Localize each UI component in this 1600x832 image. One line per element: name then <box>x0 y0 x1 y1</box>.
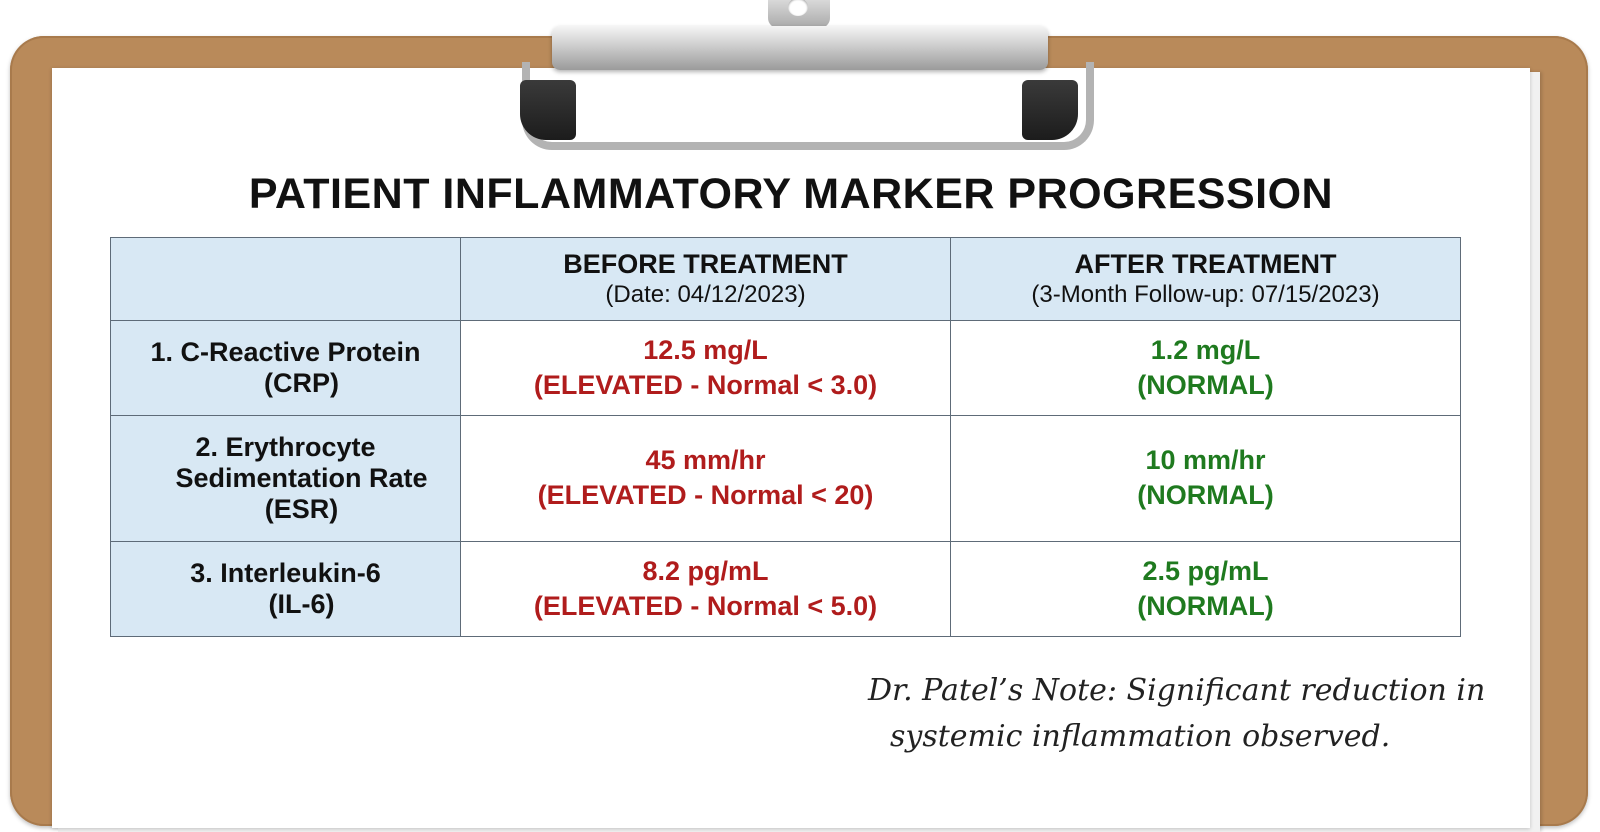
before-value: 8.2 pg/mL <box>642 555 769 586</box>
page-title: PATIENT INFLAMMATORY MARKER PROGRESSION <box>248 170 1334 218</box>
after-status: (NORMAL) <box>1137 590 1274 621</box>
doctor-note-line-1: Dr. Patel’s Note: Significant reduction … <box>868 673 1486 708</box>
doctor-note-line-2: systemic inflammation observed. <box>890 719 1391 754</box>
before-value: 12.5 mg/L <box>643 335 768 366</box>
clip-wire <box>522 62 1094 150</box>
before-status: (ELEVATED - Normal < 3.0) <box>533 370 878 401</box>
marker-name-line: (ESR) <box>264 493 339 524</box>
after-status: (NORMAL) <box>1137 370 1274 401</box>
before-status: (ELEVATED - Normal < 20) <box>537 480 874 511</box>
before-value-crp: 12.5 mg/L (ELEVATED - Normal < 3.0) <box>460 319 951 417</box>
after-value: 1.2 mg/L <box>1150 335 1261 366</box>
after-value-esr: 10 mm/hr (NORMAL) <box>950 415 1461 542</box>
header-after-treatment: AFTER TREATMENT (3-Month Follow-up: 07/1… <box>950 237 1461 321</box>
doctor-note: Dr. Patel’s Note: Significant reduction … <box>868 668 1488 760</box>
marker-name-line: (CRP) <box>264 368 339 399</box>
table-row: 3. Interleukin-6 (IL-6) 8.2 pg/mL (ELEVA… <box>110 540 1461 638</box>
header-after-date: (3-Month Follow-up: 07/15/2023) <box>1031 281 1380 308</box>
marker-name-crp: 1. C-Reactive Protein (CRP) <box>110 319 461 417</box>
clip-foot-right <box>1022 80 1078 140</box>
table-row: 1. C-Reactive Protein (CRP) 12.5 mg/L (E… <box>110 319 1461 417</box>
marker-name-line: Sedimentation Rate <box>175 462 428 493</box>
after-status: (NORMAL) <box>1137 480 1274 511</box>
marker-name-line: (IL-6) <box>268 588 335 619</box>
before-value-il6: 8.2 pg/mL (ELEVATED - Normal < 5.0) <box>460 540 951 638</box>
header-empty-cell <box>110 237 461 321</box>
after-value: 10 mm/hr <box>1145 445 1266 476</box>
after-value-crp: 1.2 mg/L (NORMAL) <box>950 319 1461 417</box>
header-before-date: (Date: 04/12/2023) <box>605 281 806 308</box>
marker-table: BEFORE TREATMENT (Date: 04/12/2023) AFTE… <box>110 237 1461 638</box>
after-value: 2.5 pg/mL <box>1142 555 1269 586</box>
marker-name-line: 3. Interleukin-6 <box>190 557 381 588</box>
header-before-treatment: BEFORE TREATMENT (Date: 04/12/2023) <box>460 237 951 321</box>
header-before-label: BEFORE TREATMENT <box>563 249 848 279</box>
marker-name-il6: 3. Interleukin-6 (IL-6) <box>110 540 461 638</box>
clip-foot-left <box>520 80 576 140</box>
before-value-esr: 45 mm/hr (ELEVATED - Normal < 20) <box>460 415 951 542</box>
before-value: 45 mm/hr <box>645 445 766 476</box>
clip-hanging-ring <box>768 0 830 28</box>
after-value-il6: 2.5 pg/mL (NORMAL) <box>950 540 1461 638</box>
table-header-row: BEFORE TREATMENT (Date: 04/12/2023) AFTE… <box>110 237 1461 321</box>
header-after-label: AFTER TREATMENT <box>1074 249 1337 279</box>
marker-name-esr: 2. Erythrocyte Sedimentation Rate (ESR) <box>110 415 461 542</box>
marker-name-line: 1. C-Reactive Protein <box>150 337 421 368</box>
before-status: (ELEVATED - Normal < 5.0) <box>533 590 878 621</box>
clip-bar <box>552 26 1048 70</box>
marker-name-line: 2. Erythrocyte <box>195 431 376 462</box>
table-row: 2. Erythrocyte Sedimentation Rate (ESR) … <box>110 415 1461 542</box>
